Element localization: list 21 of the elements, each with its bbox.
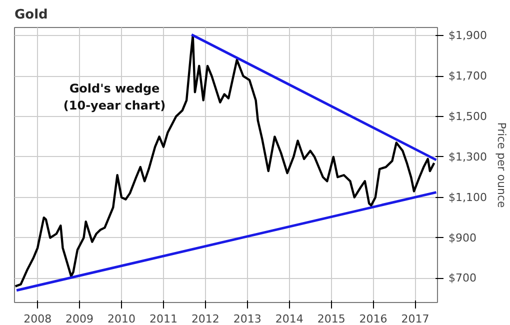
y-tick-label: $1,700 — [448, 70, 487, 83]
x-tick-label: 2016 — [359, 312, 388, 325]
chart-title: Gold — [14, 8, 48, 22]
y-tick-label: $1,500 — [448, 110, 487, 123]
y-tick-label: $700 — [448, 272, 476, 285]
annotation: Gold's wedge (10-year chart) — [63, 82, 166, 112]
x-tick-label: 2008 — [24, 312, 52, 325]
x-tick-label: 2012 — [191, 312, 220, 325]
y-tick-label: $1,300 — [448, 150, 487, 164]
y-tick-label: $900 — [448, 231, 476, 244]
x-tick-label: 2015 — [317, 312, 346, 325]
y-tick-label: $1,100 — [448, 190, 487, 204]
x-tick-label: 2010 — [108, 312, 136, 325]
x-tick-label: 2014 — [275, 312, 304, 325]
y-axis-title: Price per ounce — [494, 122, 508, 208]
y-tick-label: $1,900 — [448, 29, 487, 42]
x-tick-label: 2017 — [401, 312, 430, 325]
x-tick-label: 2013 — [233, 312, 262, 325]
line-series — [14, 34, 436, 288]
x-tick-label: 2011 — [149, 312, 178, 325]
x-tick-label: 2009 — [66, 312, 94, 325]
